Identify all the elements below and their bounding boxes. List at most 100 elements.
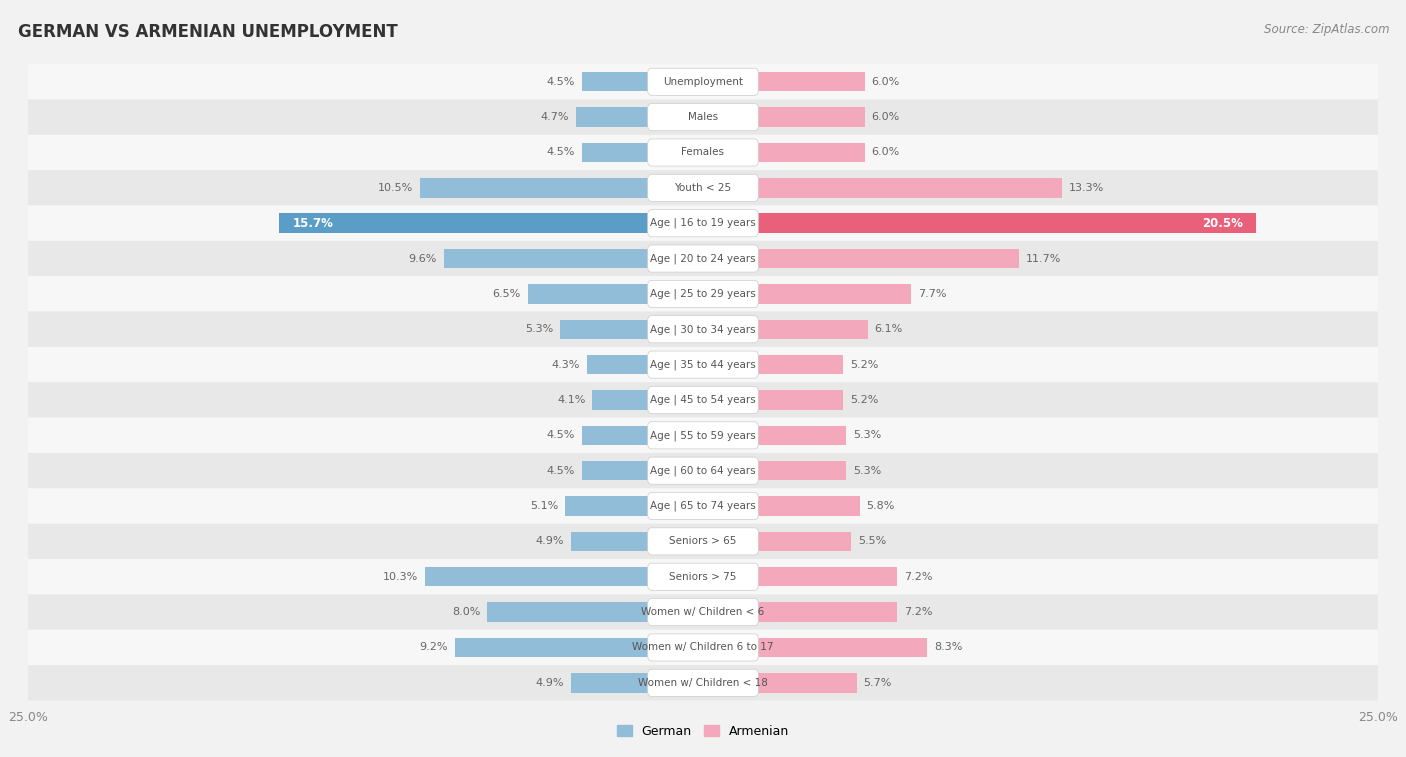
FancyBboxPatch shape	[648, 280, 758, 307]
Text: 10.5%: 10.5%	[378, 183, 413, 193]
Text: 4.5%: 4.5%	[547, 466, 575, 475]
FancyBboxPatch shape	[648, 139, 758, 166]
Text: Women w/ Children < 6: Women w/ Children < 6	[641, 607, 765, 617]
Bar	[592, 391, 703, 410]
FancyBboxPatch shape	[28, 418, 1378, 453]
Text: Source: ZipAtlas.com: Source: ZipAtlas.com	[1264, 23, 1389, 36]
Bar	[703, 143, 865, 162]
FancyBboxPatch shape	[28, 524, 1378, 559]
FancyBboxPatch shape	[648, 210, 758, 237]
Bar	[560, 319, 703, 339]
Text: Age | 55 to 59 years: Age | 55 to 59 years	[650, 430, 756, 441]
Bar	[703, 637, 927, 657]
Text: 4.5%: 4.5%	[547, 430, 575, 441]
Bar	[703, 461, 846, 481]
Text: Males: Males	[688, 112, 718, 122]
FancyBboxPatch shape	[28, 347, 1378, 382]
Text: 4.9%: 4.9%	[536, 678, 564, 688]
FancyBboxPatch shape	[28, 665, 1378, 700]
Bar	[419, 178, 703, 198]
FancyBboxPatch shape	[28, 312, 1378, 347]
Text: Youth < 25: Youth < 25	[675, 183, 731, 193]
Bar	[703, 107, 865, 127]
FancyBboxPatch shape	[28, 382, 1378, 418]
Text: Unemployment: Unemployment	[664, 76, 742, 87]
Text: 5.2%: 5.2%	[851, 360, 879, 369]
Bar	[703, 567, 897, 587]
Text: Age | 16 to 19 years: Age | 16 to 19 years	[650, 218, 756, 229]
Text: 10.3%: 10.3%	[382, 572, 418, 581]
FancyBboxPatch shape	[648, 457, 758, 484]
Bar	[571, 531, 703, 551]
Bar	[586, 355, 703, 374]
Bar	[582, 425, 703, 445]
Text: 4.7%: 4.7%	[541, 112, 569, 122]
Text: 5.3%: 5.3%	[524, 324, 553, 335]
Text: 5.1%: 5.1%	[530, 501, 558, 511]
Text: Age | 60 to 64 years: Age | 60 to 64 years	[650, 466, 756, 476]
FancyBboxPatch shape	[648, 493, 758, 519]
Text: GERMAN VS ARMENIAN UNEMPLOYMENT: GERMAN VS ARMENIAN UNEMPLOYMENT	[18, 23, 398, 41]
FancyBboxPatch shape	[648, 422, 758, 449]
Bar	[454, 637, 703, 657]
FancyBboxPatch shape	[648, 68, 758, 95]
FancyBboxPatch shape	[648, 104, 758, 131]
Bar	[486, 603, 703, 621]
Bar	[703, 425, 846, 445]
Text: 11.7%: 11.7%	[1025, 254, 1062, 263]
Bar	[703, 673, 856, 693]
Text: 6.1%: 6.1%	[875, 324, 903, 335]
Text: 8.3%: 8.3%	[934, 643, 962, 653]
FancyBboxPatch shape	[648, 351, 758, 378]
Text: 20.5%: 20.5%	[1202, 217, 1243, 229]
Text: Women w/ Children 6 to 17: Women w/ Children 6 to 17	[633, 643, 773, 653]
FancyBboxPatch shape	[648, 245, 758, 272]
Bar	[703, 391, 844, 410]
FancyBboxPatch shape	[28, 453, 1378, 488]
Text: 4.5%: 4.5%	[547, 148, 575, 157]
Text: Seniors > 65: Seniors > 65	[669, 537, 737, 547]
FancyBboxPatch shape	[648, 316, 758, 343]
Text: Age | 65 to 74 years: Age | 65 to 74 years	[650, 501, 756, 511]
FancyBboxPatch shape	[28, 241, 1378, 276]
FancyBboxPatch shape	[648, 599, 758, 625]
Bar	[582, 143, 703, 162]
Bar	[703, 319, 868, 339]
Text: 4.3%: 4.3%	[551, 360, 581, 369]
Text: 6.0%: 6.0%	[872, 112, 900, 122]
Text: 4.5%: 4.5%	[547, 76, 575, 87]
Text: 8.0%: 8.0%	[451, 607, 481, 617]
FancyBboxPatch shape	[648, 174, 758, 201]
Text: 5.2%: 5.2%	[851, 395, 879, 405]
Text: 13.3%: 13.3%	[1069, 183, 1104, 193]
Text: 4.1%: 4.1%	[557, 395, 585, 405]
FancyBboxPatch shape	[28, 64, 1378, 99]
Text: 6.0%: 6.0%	[872, 76, 900, 87]
Text: 7.2%: 7.2%	[904, 572, 932, 581]
FancyBboxPatch shape	[28, 135, 1378, 170]
Bar	[703, 531, 852, 551]
Bar	[582, 72, 703, 92]
Bar	[703, 249, 1019, 268]
Bar	[280, 213, 703, 233]
Bar	[703, 178, 1062, 198]
Bar	[571, 673, 703, 693]
Text: 5.8%: 5.8%	[866, 501, 894, 511]
FancyBboxPatch shape	[28, 99, 1378, 135]
Text: Seniors > 75: Seniors > 75	[669, 572, 737, 581]
Text: Age | 35 to 44 years: Age | 35 to 44 years	[650, 360, 756, 370]
FancyBboxPatch shape	[648, 563, 758, 590]
Legend: German, Armenian: German, Armenian	[612, 720, 794, 743]
Text: 15.7%: 15.7%	[292, 217, 333, 229]
Text: 9.2%: 9.2%	[419, 643, 449, 653]
Bar	[425, 567, 703, 587]
Bar	[565, 497, 703, 516]
FancyBboxPatch shape	[28, 170, 1378, 205]
FancyBboxPatch shape	[28, 488, 1378, 524]
Text: Women w/ Children < 18: Women w/ Children < 18	[638, 678, 768, 688]
FancyBboxPatch shape	[28, 276, 1378, 312]
Bar	[582, 461, 703, 481]
Text: 5.3%: 5.3%	[853, 430, 882, 441]
FancyBboxPatch shape	[648, 634, 758, 661]
Text: 5.7%: 5.7%	[863, 678, 891, 688]
